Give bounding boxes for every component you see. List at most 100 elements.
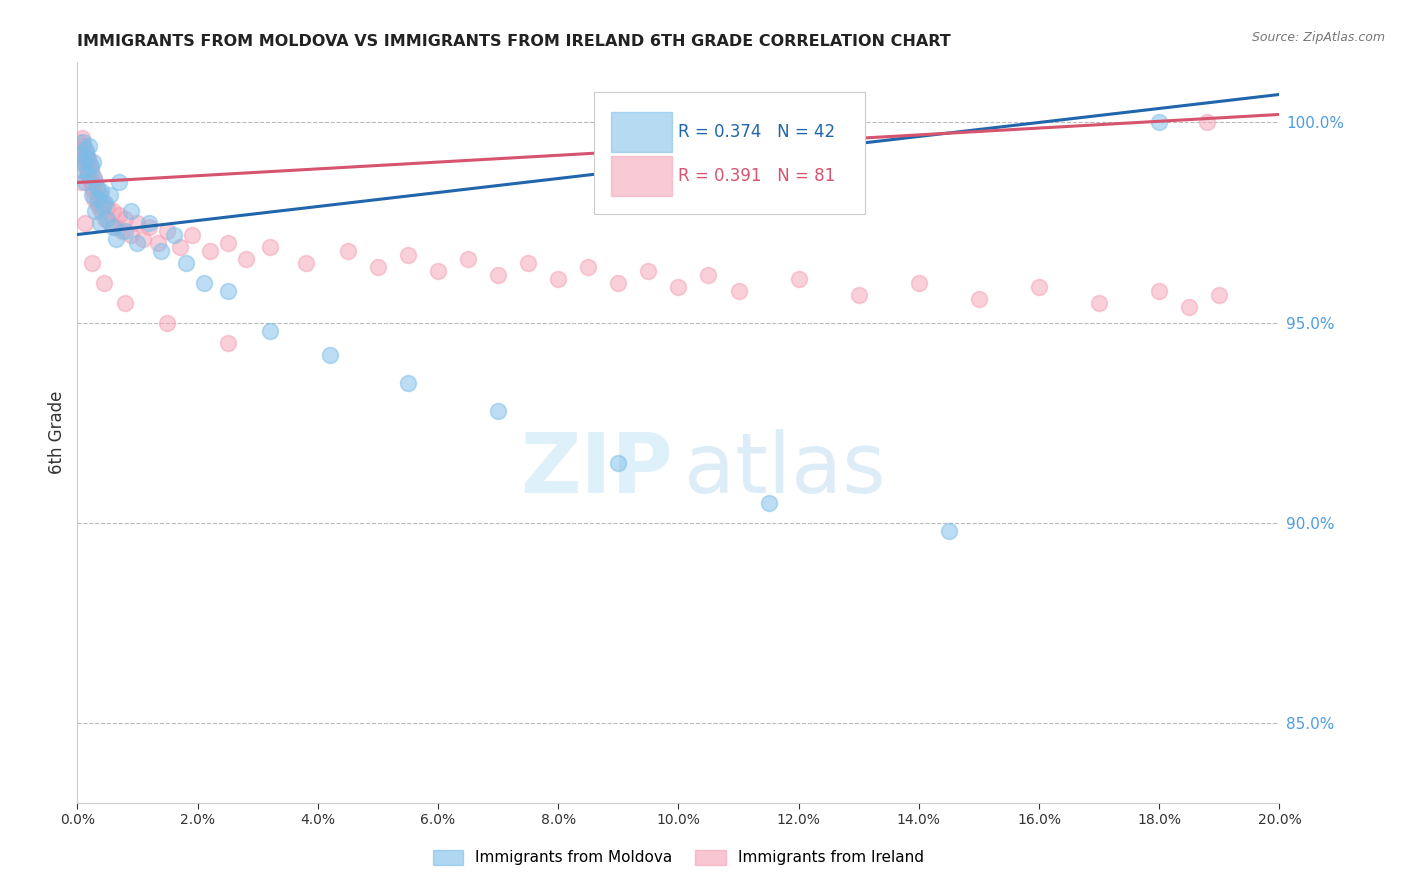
Point <box>217 284 239 298</box>
Point <box>75 147 97 161</box>
Point <box>156 316 179 330</box>
Point <box>87 192 110 206</box>
Point <box>75 144 97 158</box>
Point <box>517 255 540 269</box>
Text: Source: ZipAtlas.com: Source: ZipAtlas.com <box>1251 31 1385 45</box>
Point <box>217 335 239 350</box>
Point <box>607 456 630 470</box>
Point <box>427 263 450 277</box>
Point <box>727 284 749 298</box>
Point <box>79 160 101 174</box>
Point <box>787 271 810 285</box>
Point <box>67 136 90 150</box>
Point <box>90 203 112 218</box>
Text: IMMIGRANTS FROM MOLDOVA VS IMMIGRANTS FROM IRELAND 6TH GRADE CORRELATION CHART: IMMIGRANTS FROM MOLDOVA VS IMMIGRANTS FR… <box>77 34 950 49</box>
Point <box>87 200 110 214</box>
Text: atlas: atlas <box>685 429 886 510</box>
Point <box>1178 300 1201 314</box>
Point <box>111 223 134 237</box>
Point <box>1149 115 1171 129</box>
Point <box>70 131 93 145</box>
Point <box>93 276 115 290</box>
Point <box>82 184 104 198</box>
Point <box>217 235 239 250</box>
Point <box>908 276 931 290</box>
Point <box>138 219 160 234</box>
Point <box>294 255 316 269</box>
Point <box>105 231 128 245</box>
Point <box>91 200 114 214</box>
Point <box>82 168 104 182</box>
Point <box>77 168 100 182</box>
Point <box>69 147 91 161</box>
FancyBboxPatch shape <box>612 112 672 152</box>
Point <box>235 252 257 266</box>
Point <box>108 207 131 221</box>
Point <box>259 239 281 253</box>
Point <box>80 163 103 178</box>
Point <box>1088 295 1111 310</box>
Point <box>336 244 359 258</box>
Point <box>94 211 117 226</box>
Point <box>1197 115 1219 129</box>
Point <box>108 176 131 190</box>
Point <box>86 179 108 194</box>
Point <box>83 171 105 186</box>
Y-axis label: 6th Grade: 6th Grade <box>48 391 66 475</box>
Point <box>76 152 98 166</box>
Point <box>127 235 149 250</box>
Point <box>576 260 599 274</box>
Point <box>72 155 94 169</box>
Point <box>75 160 97 174</box>
Point <box>848 287 870 301</box>
Point <box>169 239 191 253</box>
Point <box>100 215 122 229</box>
Point <box>84 203 107 218</box>
Point <box>114 211 136 226</box>
Point <box>367 260 389 274</box>
Point <box>193 276 215 290</box>
Point <box>132 231 155 245</box>
Point <box>96 211 118 226</box>
Point <box>486 403 509 417</box>
Legend: Immigrants from Moldova, Immigrants from Ireland: Immigrants from Moldova, Immigrants from… <box>433 849 924 865</box>
Point <box>73 176 96 190</box>
FancyBboxPatch shape <box>612 156 672 196</box>
Text: ZIP: ZIP <box>520 429 672 510</box>
Point <box>70 163 93 178</box>
Text: R = 0.374   N = 42: R = 0.374 N = 42 <box>679 123 835 141</box>
Point <box>457 252 479 266</box>
Point <box>697 268 720 282</box>
Point <box>75 155 97 169</box>
Point <box>668 279 690 293</box>
Point <box>79 171 101 186</box>
Point <box>103 203 125 218</box>
Point <box>120 203 142 218</box>
Point <box>100 187 122 202</box>
Point <box>77 155 100 169</box>
Point <box>79 139 101 153</box>
Point <box>70 147 93 161</box>
Point <box>758 496 780 510</box>
Point <box>87 184 110 198</box>
Point <box>637 263 659 277</box>
Point <box>90 184 112 198</box>
Point <box>150 244 173 258</box>
Point <box>89 187 111 202</box>
Point <box>162 227 184 242</box>
Point <box>1208 287 1230 301</box>
Point <box>69 144 91 158</box>
Point <box>86 195 108 210</box>
Point <box>127 215 149 229</box>
Point <box>76 163 98 178</box>
Point <box>180 227 202 242</box>
Point <box>105 219 128 234</box>
Point <box>77 168 100 182</box>
Point <box>396 247 419 261</box>
Point <box>80 179 103 194</box>
Point <box>114 295 136 310</box>
Point <box>120 227 142 242</box>
Point <box>1028 279 1050 293</box>
Point <box>103 219 125 234</box>
Point <box>138 215 160 229</box>
